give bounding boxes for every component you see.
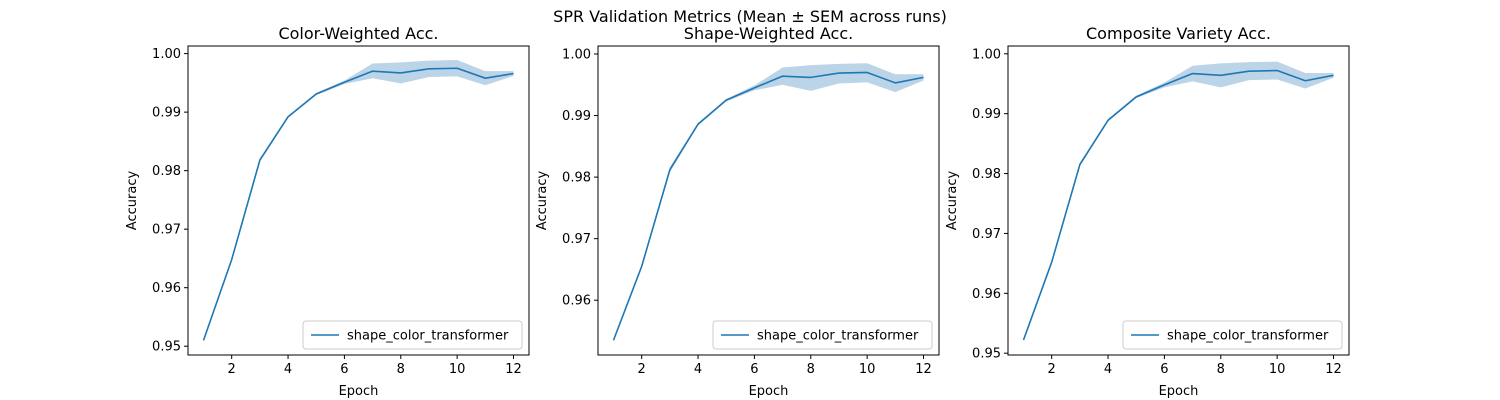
y-tick-label: 0.98 [562, 171, 591, 186]
x-axis-label: Epoch [1159, 384, 1199, 399]
y-axis-label: Accuracy [125, 171, 140, 231]
x-tick-label: 12 [1325, 362, 1342, 377]
figure-suptitle: SPR Validation Metrics (Mean ± SEM acros… [553, 7, 947, 26]
axes-frame [1007, 45, 1350, 356]
y-tick-label: 0.98 [972, 167, 1001, 182]
series-line [612, 71, 924, 341]
y-tick-label: 1.00 [972, 47, 1001, 62]
x-tick-label: 2 [1048, 362, 1056, 377]
x-tick-label: 12 [915, 362, 932, 377]
x-axis-label: Epoch [339, 384, 379, 399]
subplot-title: Shape-Weighted Acc. [684, 24, 853, 43]
legend: shape_color_transformer [1122, 320, 1343, 350]
y-tick-label: 0.97 [972, 227, 1001, 242]
legend-box [712, 320, 933, 350]
x-tick-label: 8 [397, 362, 405, 377]
subplot-title: Color-Weighted Acc. [278, 24, 438, 43]
axes-frame [187, 45, 530, 356]
y-tick-label: 0.99 [972, 107, 1001, 122]
x-tick-label: 12 [505, 362, 522, 377]
x-tick-label: 6 [1160, 362, 1168, 377]
y-tick-label: 0.97 [152, 223, 181, 238]
x-tick-label: 4 [284, 362, 292, 377]
x-tick-label: 8 [1217, 362, 1225, 377]
subplot-title: Composite Variety Acc. [1086, 24, 1271, 43]
axes-frame [597, 45, 940, 356]
y-tick-label: 0.95 [152, 340, 181, 355]
legend: shape_color_transformer [712, 320, 933, 350]
y-tick-label: 1.00 [562, 48, 591, 63]
y-tick-label: 0.99 [152, 106, 181, 121]
x-tick-label: 10 [859, 362, 876, 377]
y-tick-label: 0.96 [972, 287, 1001, 302]
subplot-panels: Color-Weighted Acc. 2 4 6 8 10 12 0.95 0.96 0.97 0… [125, 24, 1350, 399]
y-tick-label: 0.96 [562, 294, 591, 309]
subplot-2: Shape-Weighted Acc. 2 4 6 8 10 12 0.96 0.97 0.98 0… [535, 24, 940, 399]
subplot-3: Composite Variety Acc. 2 4 6 8 10 12 0.95 0.96 0.… [945, 24, 1350, 399]
legend-label: shape_color_transformer [347, 329, 509, 344]
y-tick-label: 0.95 [972, 347, 1001, 362]
x-tick-label: 2 [228, 362, 236, 377]
x-tick-label: 4 [1104, 362, 1112, 377]
y-axis-label: Accuracy [535, 171, 550, 231]
x-tick-label: 6 [750, 362, 758, 377]
y-tick-label: 1.00 [152, 47, 181, 62]
x-tick-label: 2 [638, 362, 646, 377]
legend: shape_color_transformer [302, 320, 523, 350]
y-tick-label: 0.98 [152, 164, 181, 179]
x-tick-label: 4 [694, 362, 702, 377]
legend-box [302, 320, 523, 350]
series-line [202, 67, 514, 341]
x-axis-label: Epoch [749, 384, 789, 399]
series-line [1022, 69, 1334, 341]
legend-box [1122, 320, 1343, 350]
sem-band [203, 60, 514, 341]
y-tick-label: 0.96 [152, 281, 181, 296]
x-tick-label: 10 [449, 362, 466, 377]
y-tick-label: 0.97 [562, 232, 591, 247]
subplot-1: Color-Weighted Acc. 2 4 6 8 10 12 0.95 0.96 0.97 0… [125, 24, 530, 399]
y-tick-label: 0.99 [562, 109, 591, 124]
legend-label: shape_color_transformer [757, 329, 919, 344]
x-tick-label: 6 [340, 362, 348, 377]
legend-label: shape_color_transformer [1167, 329, 1329, 344]
x-tick-label: 8 [807, 362, 815, 377]
y-axis-label: Accuracy [945, 171, 960, 231]
sem-band [613, 63, 924, 342]
x-tick-label: 10 [1269, 362, 1286, 377]
